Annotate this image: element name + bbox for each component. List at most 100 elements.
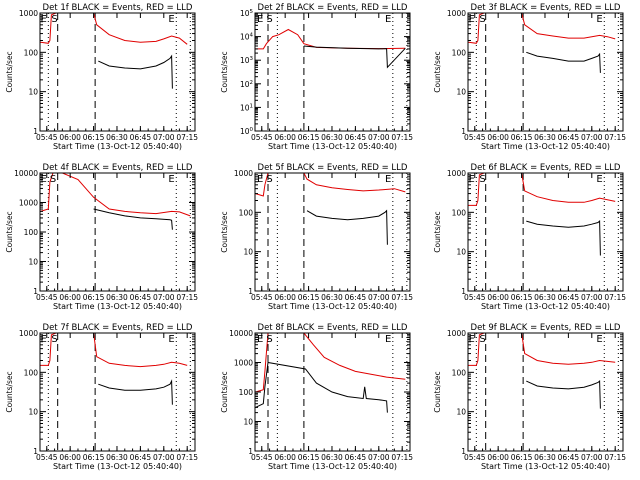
y-tick-label: 1000 bbox=[19, 329, 38, 338]
x-tick-label: 05:45 bbox=[251, 293, 273, 302]
x-tick-label: 06:30 bbox=[321, 133, 343, 142]
x-tick-label: 07:00 bbox=[581, 293, 603, 302]
x-tick-label: 07:00 bbox=[581, 453, 603, 462]
plot-frame bbox=[467, 332, 624, 452]
x-tick-label: 07:15 bbox=[604, 453, 626, 462]
y-tick-label: 1000 bbox=[19, 9, 38, 18]
x-tick-label: 05:45 bbox=[36, 133, 58, 142]
y-tick-label: 1000 bbox=[447, 329, 466, 338]
x-tick-label: 05:45 bbox=[464, 293, 486, 302]
x-axis-label: Start Time (13-Oct-12 05:40:40) bbox=[53, 302, 182, 311]
x-tick-label: 05:45 bbox=[251, 453, 273, 462]
lld-series-line bbox=[40, 12, 188, 45]
y-tick-label: 100 bbox=[239, 388, 254, 397]
y-tick-label: 1 bbox=[33, 127, 38, 136]
x-tick-label: 07:00 bbox=[153, 293, 175, 302]
y-tick-label: 1 bbox=[461, 447, 466, 456]
lld-series-line bbox=[468, 172, 616, 206]
y-axis-label: Counts/sec bbox=[5, 51, 14, 92]
panel-title: Det 8f BLACK = Events, RED = LLD bbox=[258, 323, 408, 333]
panel-title: Det 1f BLACK = Events, RED = LLD bbox=[43, 3, 193, 13]
events-series-line bbox=[98, 54, 173, 89]
y-tick-label: 10 bbox=[28, 88, 38, 97]
x-tick-label: 05:45 bbox=[464, 133, 486, 142]
x-tick-label: 07:00 bbox=[368, 293, 390, 302]
y-tick-label: 1 bbox=[461, 287, 466, 296]
y-tick-label: 10 bbox=[456, 248, 466, 257]
x-tick-label: 06:15 bbox=[511, 453, 533, 462]
y-tick-label: 103 bbox=[240, 56, 254, 65]
x-tick-label: 06:00 bbox=[59, 453, 81, 462]
event-marker-label: E bbox=[40, 334, 46, 345]
lld-series-line bbox=[40, 172, 191, 217]
x-tick-label: 06:15 bbox=[83, 453, 105, 462]
y-tick-label: 105 bbox=[240, 9, 254, 18]
x-tick-label: 07:00 bbox=[368, 453, 390, 462]
x-tick-label: 06:45 bbox=[558, 453, 580, 462]
x-tick-label: 06:45 bbox=[345, 133, 367, 142]
y-tick-label: 100 bbox=[239, 208, 254, 217]
plot-frame bbox=[254, 172, 411, 292]
x-tick-label: 06:00 bbox=[487, 133, 509, 142]
x-tick-label: 07:15 bbox=[176, 133, 198, 142]
events-series-line bbox=[303, 45, 406, 69]
plot-frame bbox=[254, 12, 411, 132]
x-axis-label: Start Time (13-Oct-12 05:40:40) bbox=[268, 462, 397, 471]
events-series-line bbox=[98, 379, 173, 405]
y-tick-label: 10000 bbox=[14, 169, 38, 178]
event-marker-label: E bbox=[385, 334, 391, 345]
y-axis-label: Counts/sec bbox=[5, 371, 14, 412]
event-marker-label: S bbox=[51, 334, 57, 345]
x-tick-label: 06:00 bbox=[487, 453, 509, 462]
y-tick-label: 1 bbox=[248, 287, 253, 296]
events-series-line bbox=[93, 208, 173, 230]
x-tick-label: 07:00 bbox=[153, 133, 175, 142]
y-tick-label: 1000 bbox=[447, 9, 466, 18]
events-series-line bbox=[306, 209, 388, 245]
event-marker-label: E bbox=[168, 14, 174, 25]
event-marker-label: S bbox=[479, 174, 485, 185]
x-tick-label: 06:15 bbox=[298, 293, 320, 302]
lld-series-line bbox=[255, 28, 406, 50]
x-tick-label: 06:30 bbox=[106, 133, 128, 142]
x-tick-label: 06:45 bbox=[558, 293, 580, 302]
x-tick-label: 05:45 bbox=[251, 133, 273, 142]
y-tick-label: 1000 bbox=[234, 169, 253, 178]
y-tick-label: 1000 bbox=[447, 169, 466, 178]
y-tick-label: 10 bbox=[28, 408, 38, 417]
y-tick-label: 10 bbox=[456, 408, 466, 417]
event-marker-label: E bbox=[257, 14, 263, 25]
x-tick-label: 06:45 bbox=[130, 293, 152, 302]
lld-series-line bbox=[40, 332, 188, 368]
y-tick-label: 102 bbox=[240, 80, 253, 89]
x-tick-label: 07:00 bbox=[368, 133, 390, 142]
panel-title: Det 5f BLACK = Events, RED = LLD bbox=[258, 163, 408, 173]
x-axis-label: Start Time (13-Oct-12 05:40:40) bbox=[481, 142, 610, 151]
y-tick-label: 10 bbox=[456, 88, 466, 97]
x-tick-label: 07:15 bbox=[604, 293, 626, 302]
event-marker-label: E bbox=[385, 14, 391, 25]
y-axis-label: Counts/sec bbox=[433, 211, 442, 252]
event-marker-label: E bbox=[596, 334, 602, 345]
event-marker-label: E bbox=[468, 14, 474, 25]
event-marker-label: S bbox=[51, 14, 57, 25]
x-axis-label: Start Time (13-Oct-12 05:40:40) bbox=[268, 302, 397, 311]
event-marker-label: E bbox=[168, 174, 174, 185]
x-tick-label: 07:15 bbox=[391, 453, 413, 462]
x-tick-label: 06:00 bbox=[487, 293, 509, 302]
panel-title: Det 7f BLACK = Events, RED = LLD bbox=[43, 323, 193, 333]
plot-frame bbox=[467, 12, 624, 132]
y-axis-label: Counts/sec bbox=[220, 371, 229, 412]
event-marker-label: S bbox=[266, 14, 272, 25]
y-tick-label: 100 bbox=[24, 228, 39, 237]
lld-series-line bbox=[468, 12, 616, 44]
event-marker-label: E bbox=[40, 174, 46, 185]
y-tick-label: 1 bbox=[248, 447, 253, 456]
x-tick-label: 05:45 bbox=[36, 293, 58, 302]
